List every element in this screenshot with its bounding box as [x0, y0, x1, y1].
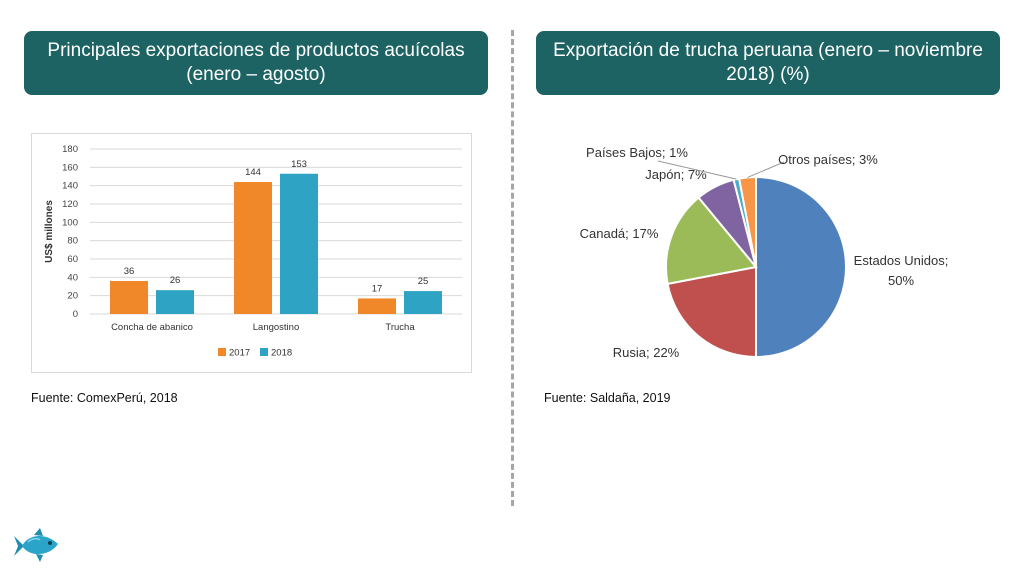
data-label: 153	[291, 159, 307, 170]
y-tick-label: 120	[62, 199, 78, 210]
legend-swatch-2017	[218, 348, 226, 356]
pie-chart-title-banner: Exportación de trucha peruana (enero – n…	[536, 31, 1000, 95]
pie-slice	[665, 196, 758, 286]
slice-label: Rusia; 22%	[613, 345, 680, 360]
slice-label: Países Bajos; 1%	[586, 145, 688, 160]
y-tick-label: 80	[67, 236, 78, 247]
bar-chart-title-banner: Principales exportaciones de productos a…	[24, 31, 488, 95]
fish-icon	[14, 528, 58, 562]
data-label: 17	[372, 283, 383, 294]
bar-2017	[110, 281, 148, 314]
y-tick-label: 140	[62, 181, 78, 192]
bar-chart: 0 20 40 60 80 100 120 140 160 180 US$ millones 36 26…	[44, 144, 462, 359]
bar-2018	[280, 173, 318, 314]
pie-slice	[755, 175, 847, 359]
bar-chart-title: Principales exportaciones de productos a…	[47, 40, 465, 85]
y-tick-label: 100	[62, 217, 78, 228]
data-label: 25	[418, 276, 429, 287]
legend-label: 2017	[229, 348, 250, 359]
x-tick-label: Trucha	[385, 322, 415, 333]
y-tick-label: 0	[73, 309, 78, 320]
slice-label: Japón; 7%	[645, 167, 707, 182]
leader-line	[657, 160, 737, 180]
data-label: 36	[124, 266, 135, 277]
x-tick-label: Langostino	[253, 322, 299, 333]
bar-2018	[404, 291, 442, 314]
data-label: 144	[245, 167, 261, 178]
slice-label: Estados Unidos;	[854, 253, 949, 268]
y-tick-label: 60	[67, 254, 78, 265]
pie-chart: Estados Unidos; 50% Rusia; 22% Canadá; 17% J…	[580, 145, 949, 360]
bar-2017	[358, 298, 396, 314]
slice-label: Otros países; 3%	[778, 152, 878, 167]
y-tick-label: 160	[62, 162, 78, 173]
bar-2017	[234, 182, 272, 314]
x-tick-label: Concha de abanico	[111, 322, 193, 333]
slice-label: 50%	[888, 273, 914, 288]
legend-swatch-2018	[260, 348, 268, 356]
y-tick-label: 40	[67, 272, 78, 283]
data-label: 26	[170, 275, 181, 286]
y-axis-label: US$ millones	[44, 200, 55, 263]
pie-chart-title: Exportación de trucha peruana (enero – n…	[553, 40, 983, 85]
bar-chart-frame: 0 20 40 60 80 100 120 140 160 180 US$ millones 36 26…	[31, 133, 472, 373]
legend-label: 2018	[271, 348, 292, 359]
leader-line	[747, 161, 785, 178]
y-tick-label: 20	[67, 291, 78, 302]
slice-label: Canadá; 17%	[580, 226, 659, 241]
pie-chart-source: Fuente: Saldaña, 2019	[544, 391, 671, 405]
bar-chart-source: Fuente: ComexPerú, 2018	[31, 391, 178, 405]
pie-slice	[666, 265, 757, 359]
bar-2018	[156, 290, 194, 314]
y-tick-label: 180	[62, 144, 78, 155]
dashed-divider	[511, 30, 514, 506]
